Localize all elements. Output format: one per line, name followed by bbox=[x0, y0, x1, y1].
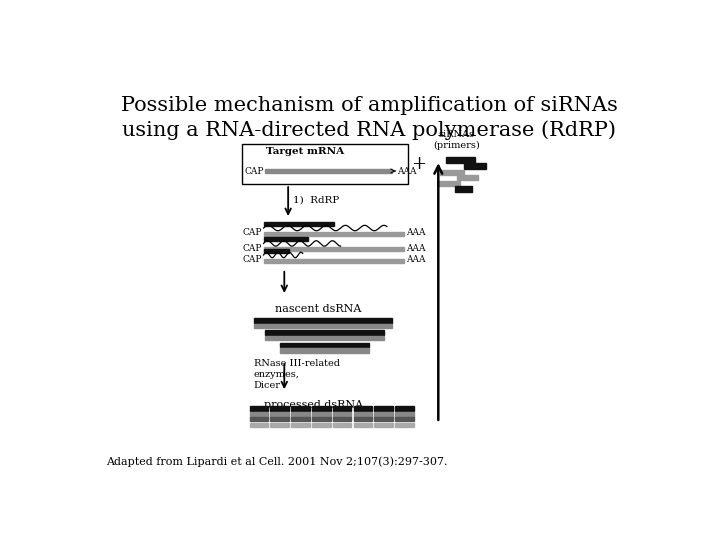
Bar bbox=[281, 343, 369, 347]
Text: Target mRNA: Target mRNA bbox=[266, 147, 344, 156]
Text: CAP: CAP bbox=[243, 228, 262, 237]
Text: CAP: CAP bbox=[244, 167, 264, 176]
Text: AAA: AAA bbox=[406, 255, 426, 264]
Bar bbox=[242, 144, 408, 184]
Bar bbox=[333, 423, 351, 428]
Bar bbox=[333, 412, 351, 417]
Bar bbox=[265, 336, 384, 340]
Bar bbox=[271, 406, 289, 410]
Bar bbox=[395, 423, 414, 428]
Text: Adapted from Lipardi et al Cell. 2001 Nov 2;107(3):297-307.: Adapted from Lipardi et al Cell. 2001 No… bbox=[106, 456, 447, 467]
Bar bbox=[395, 412, 414, 417]
Bar bbox=[265, 330, 384, 335]
Bar bbox=[253, 318, 392, 323]
Bar bbox=[455, 186, 472, 192]
Bar bbox=[395, 406, 414, 410]
Bar bbox=[291, 412, 310, 417]
Bar bbox=[264, 222, 333, 226]
Bar bbox=[291, 406, 310, 410]
Bar bbox=[464, 164, 486, 168]
Text: siRNAs
(primers): siRNAs (primers) bbox=[433, 130, 480, 150]
Bar bbox=[374, 412, 393, 417]
Bar bbox=[250, 423, 268, 428]
Text: RNase III-related
enzymes,
Dicer: RNase III-related enzymes, Dicer bbox=[253, 359, 340, 390]
Bar bbox=[354, 412, 372, 417]
Bar bbox=[264, 232, 404, 236]
Text: CAP: CAP bbox=[243, 244, 262, 253]
Bar bbox=[374, 423, 393, 428]
Bar bbox=[291, 417, 310, 421]
Bar bbox=[264, 259, 404, 262]
Text: CAP: CAP bbox=[243, 255, 262, 264]
Bar bbox=[264, 247, 404, 251]
Bar bbox=[271, 423, 289, 428]
Bar bbox=[374, 406, 393, 410]
Bar bbox=[312, 417, 330, 421]
Bar bbox=[395, 417, 414, 421]
Bar bbox=[250, 417, 268, 421]
Bar bbox=[333, 417, 351, 421]
Bar bbox=[354, 417, 372, 421]
Text: AAA: AAA bbox=[397, 166, 417, 176]
Bar bbox=[438, 181, 460, 186]
Bar bbox=[354, 406, 372, 410]
Bar bbox=[312, 412, 330, 417]
Bar bbox=[253, 323, 392, 328]
Bar bbox=[456, 175, 478, 180]
Text: AAA: AAA bbox=[406, 244, 426, 253]
Bar bbox=[271, 417, 289, 421]
Bar bbox=[250, 412, 268, 417]
Bar bbox=[312, 406, 330, 410]
Bar bbox=[265, 169, 392, 173]
Text: Possible mechanism of amplification of siRNAs
using a RNA-directed RNA polymeras: Possible mechanism of amplification of s… bbox=[120, 96, 618, 140]
Text: nascent dsRNA: nascent dsRNA bbox=[275, 303, 361, 314]
Bar bbox=[374, 417, 393, 421]
Bar bbox=[354, 423, 372, 428]
Bar bbox=[264, 249, 289, 253]
Text: 1)  RdRP: 1) RdRP bbox=[293, 195, 339, 204]
Bar bbox=[271, 412, 289, 417]
Bar bbox=[281, 348, 369, 353]
Bar bbox=[312, 423, 330, 428]
Text: processed dsRNA: processed dsRNA bbox=[264, 400, 363, 410]
Text: +: + bbox=[411, 155, 426, 173]
Text: AAA: AAA bbox=[406, 228, 426, 237]
Bar bbox=[291, 423, 310, 428]
Bar bbox=[440, 170, 464, 175]
Bar bbox=[264, 237, 308, 241]
Bar bbox=[250, 406, 268, 410]
Bar bbox=[333, 406, 351, 410]
Bar bbox=[446, 157, 475, 163]
